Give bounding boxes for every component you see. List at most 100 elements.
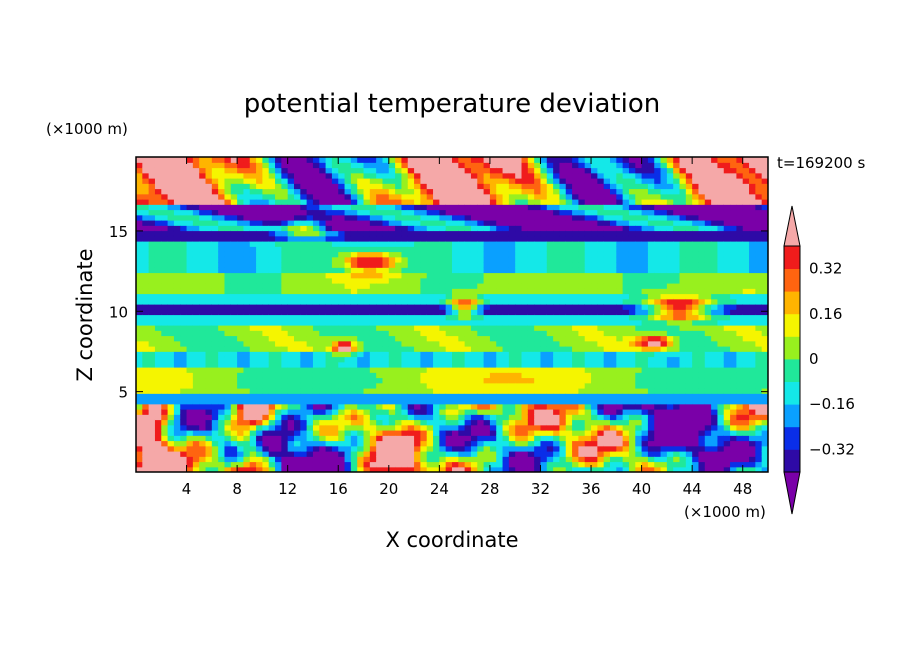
field-cell xyxy=(610,288,617,295)
field-cell xyxy=(489,209,497,216)
field-cell xyxy=(357,456,365,463)
field-cell xyxy=(268,382,276,389)
field-cell xyxy=(249,283,257,289)
field-cell xyxy=(268,325,276,331)
field-cell xyxy=(136,461,143,468)
field-cell xyxy=(647,172,655,179)
field-cell xyxy=(173,214,181,221)
field-cell xyxy=(559,325,567,331)
field-cell xyxy=(407,466,415,472)
field-cell xyxy=(312,403,320,410)
field-cell xyxy=(401,382,409,389)
field-cell xyxy=(641,214,649,221)
field-cell xyxy=(142,361,150,368)
field-cell xyxy=(502,351,510,358)
field-cell xyxy=(502,356,510,363)
field-cell xyxy=(363,293,371,300)
field-cell xyxy=(578,298,586,305)
field-cell xyxy=(578,393,586,400)
field-cell xyxy=(616,220,624,226)
field-cell xyxy=(527,267,535,274)
field-cell xyxy=(199,256,207,263)
field-cell xyxy=(173,162,181,169)
field-cell xyxy=(597,330,605,337)
field-cell xyxy=(540,230,548,237)
field-cell xyxy=(363,183,371,190)
field-cell xyxy=(161,319,169,326)
field-cell xyxy=(578,361,586,368)
field-cell xyxy=(395,293,403,300)
field-cell xyxy=(211,346,219,352)
field-cell xyxy=(426,461,434,468)
field-cell xyxy=(325,409,333,415)
field-cell xyxy=(230,256,238,263)
field-cell xyxy=(407,398,415,405)
field-cell xyxy=(300,335,308,342)
field-cell xyxy=(534,419,542,426)
field-cell xyxy=(186,340,194,347)
field-cell xyxy=(414,188,421,195)
field-cell xyxy=(508,220,516,226)
field-cell xyxy=(647,204,655,211)
field-cell xyxy=(496,325,504,331)
field-cell xyxy=(527,188,535,195)
field-cell xyxy=(388,398,396,405)
field-cell xyxy=(325,199,333,205)
field-cell xyxy=(325,419,333,426)
field-cell xyxy=(192,456,200,463)
field-cell xyxy=(382,204,390,211)
field-cell xyxy=(433,330,440,337)
field-cell xyxy=(161,283,169,289)
field-cell xyxy=(483,209,491,216)
field-cell xyxy=(167,319,175,326)
field-cell xyxy=(369,451,377,457)
field-cell xyxy=(287,314,295,321)
field-cell xyxy=(275,157,282,163)
field-cell xyxy=(199,272,207,279)
field-cell xyxy=(237,188,245,195)
field-cell xyxy=(275,314,282,321)
field-cell xyxy=(230,183,238,190)
field-cell xyxy=(414,445,421,452)
field-cell xyxy=(591,398,598,405)
field-cell xyxy=(350,246,358,253)
field-cell xyxy=(319,283,327,289)
field-cell xyxy=(180,193,188,200)
field-cell xyxy=(508,351,516,358)
field-cell xyxy=(553,267,561,274)
field-cell xyxy=(628,440,636,447)
field-cell xyxy=(458,157,466,163)
field-cell xyxy=(294,403,301,410)
field-cell xyxy=(496,204,504,211)
field-cell xyxy=(211,230,219,237)
field-cell xyxy=(470,246,478,253)
field-cell xyxy=(382,409,390,415)
field-cell xyxy=(401,424,409,431)
field-cell xyxy=(452,293,459,300)
field-cell xyxy=(414,330,421,337)
field-cell xyxy=(546,325,554,331)
field-cell xyxy=(249,403,257,410)
field-cell xyxy=(186,298,194,305)
field-cell xyxy=(331,393,339,400)
field-cell xyxy=(641,199,649,205)
field-cell xyxy=(230,382,238,389)
field-cell xyxy=(167,283,175,289)
field-cell xyxy=(205,435,213,442)
field-cell xyxy=(515,262,523,268)
field-cell xyxy=(180,419,188,426)
field-cell xyxy=(502,188,510,195)
field-cell xyxy=(338,209,346,216)
field-cell xyxy=(154,361,162,368)
field-cell xyxy=(521,288,529,295)
field-cell xyxy=(344,309,352,316)
field-cell xyxy=(287,430,295,436)
field-cell xyxy=(483,251,491,258)
field-cell xyxy=(218,251,226,258)
field-cell xyxy=(578,456,586,463)
field-cell xyxy=(192,172,200,179)
field-cell xyxy=(382,272,390,279)
field-cell xyxy=(154,466,162,472)
field-cell xyxy=(622,235,630,242)
field-cell xyxy=(521,188,529,195)
